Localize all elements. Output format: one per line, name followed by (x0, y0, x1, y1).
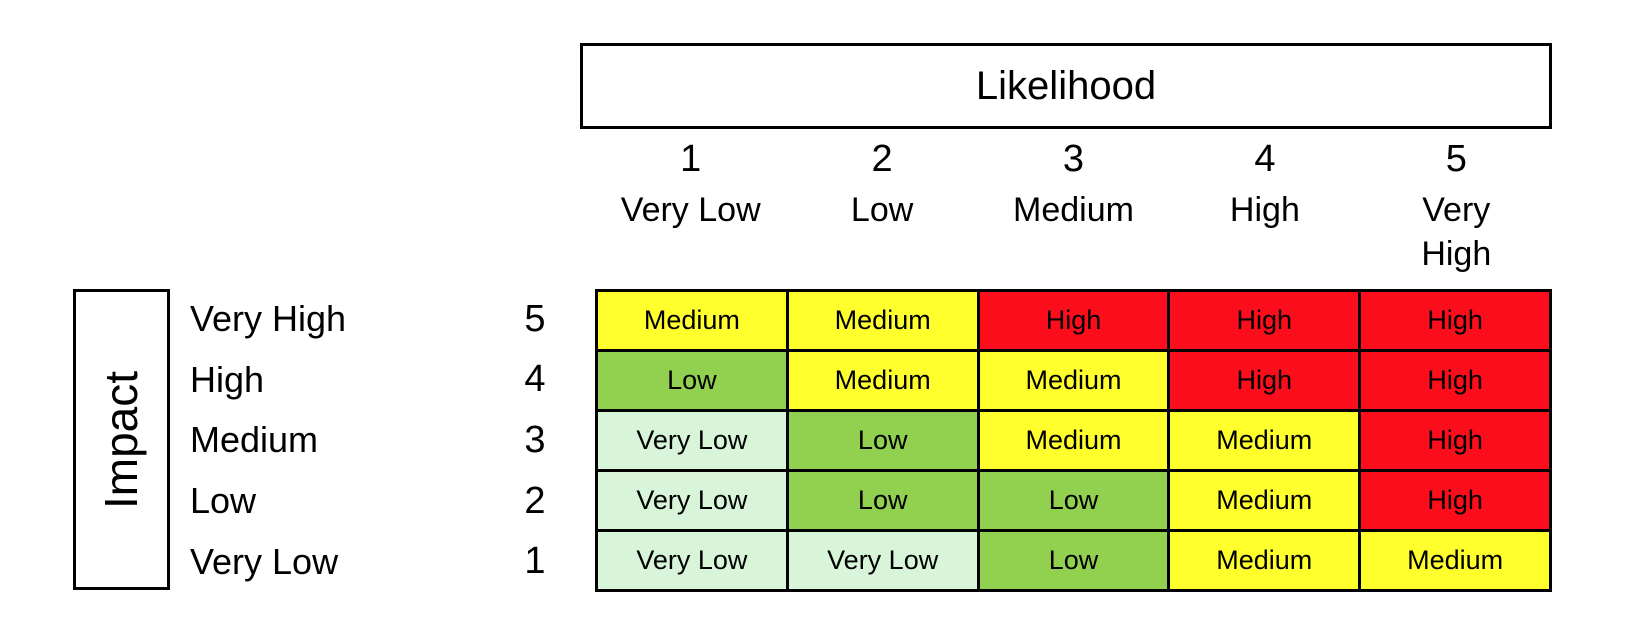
risk-cell-impact2-likelihood3: Low (979, 472, 1168, 529)
impact-number: 5 (524, 297, 546, 340)
risk-cell-impact4-likelihood3: Medium (979, 352, 1168, 409)
risk-cell-impact3-likelihood4: Medium (1170, 412, 1359, 469)
risk-cell-impact1-likelihood1: Very Low (598, 532, 786, 589)
risk-cell-impact5-likelihood2: Medium (788, 292, 977, 349)
likelihood-number: 3 (1062, 138, 1085, 180)
risk-cell-impact3-likelihood2: Low (788, 412, 977, 469)
impact-header-1: Very Low 1 (190, 531, 570, 592)
impact-header-4: High 4 (190, 350, 570, 411)
likelihood-label: Medium (1013, 191, 1134, 229)
likelihood-header-2: 2 Low (786, 133, 977, 276)
impact-label: Medium (190, 419, 319, 461)
risk-cell-impact5-likelihood4: High (1170, 292, 1359, 349)
impact-number: 4 (524, 358, 546, 401)
impact-label: Very High (190, 298, 347, 340)
risk-cell-impact4-likelihood2: Medium (788, 352, 977, 409)
risk-cell-impact1-likelihood2: Very Low (788, 532, 977, 589)
likelihood-axis-label-box: Likelihood (580, 43, 1552, 129)
risk-cell-impact2-likelihood4: Medium (1170, 472, 1359, 529)
likelihood-header-1: 1 Very Low (595, 133, 786, 276)
risk-cell-impact5-likelihood3: High (979, 292, 1168, 349)
impact-header-3: Medium 3 (190, 410, 570, 471)
impact-header-5: Very High 5 (190, 289, 570, 350)
risk-cell-impact4-likelihood5: High (1361, 352, 1549, 409)
impact-label: High (190, 358, 265, 400)
risk-cell-impact3-likelihood3: Medium (979, 412, 1168, 469)
risk-cell-impact2-likelihood1: Very Low (598, 472, 786, 529)
impact-label: Very Low (190, 540, 339, 582)
likelihood-header-4: 4 High (1169, 133, 1360, 276)
likelihood-label: Very High (1421, 191, 1492, 273)
impact-header-2: Low 2 (190, 471, 570, 532)
impact-label: Low (190, 480, 257, 522)
risk-cell-impact1-likelihood5: Medium (1361, 532, 1549, 589)
likelihood-number: 1 (680, 138, 702, 180)
likelihood-axis-title: Likelihood (975, 63, 1157, 108)
risk-cell-impact1-likelihood3: Low (979, 532, 1168, 589)
likelihood-number: 2 (871, 138, 893, 180)
impact-number: 3 (524, 418, 546, 461)
risk-grid: Medium Medium High High High Low Medium Medium H… (595, 289, 1552, 592)
risk-cell-impact3-likelihood5: High (1361, 412, 1549, 469)
impact-row-headers: Very High 5 High 4 Medium 3 Low 2 Very Low 1 (190, 289, 570, 592)
impact-axis-label-box: Impact (73, 289, 170, 590)
risk-cell-impact4-likelihood1: Low (598, 352, 786, 409)
risk-cell-impact3-likelihood1: Very Low (598, 412, 786, 469)
impact-number: 1 (524, 540, 546, 583)
likelihood-number: 4 (1254, 138, 1276, 180)
likelihood-header-5: 5 Very High (1361, 133, 1552, 276)
likelihood-label: Very Low (620, 191, 761, 229)
risk-cell-impact2-likelihood2: Low (788, 472, 977, 529)
likelihood-header-3: 3 Medium (978, 133, 1169, 276)
risk-cell-impact4-likelihood4: High (1170, 352, 1359, 409)
risk-cell-impact1-likelihood4: Medium (1170, 532, 1359, 589)
likelihood-column-headers: 1 Very Low 2 Low 3 Medium 4 High 5 Very High (595, 133, 1552, 276)
risk-cell-impact2-likelihood5: High (1361, 472, 1549, 529)
impact-axis-title: Impact (95, 370, 148, 509)
likelihood-label: Low (850, 191, 914, 229)
likelihood-number: 5 (1445, 138, 1467, 180)
impact-number: 2 (524, 479, 546, 522)
risk-cell-impact5-likelihood1: Medium (598, 292, 786, 349)
risk-cell-impact5-likelihood5: High (1361, 292, 1549, 349)
likelihood-label: High (1229, 191, 1300, 229)
